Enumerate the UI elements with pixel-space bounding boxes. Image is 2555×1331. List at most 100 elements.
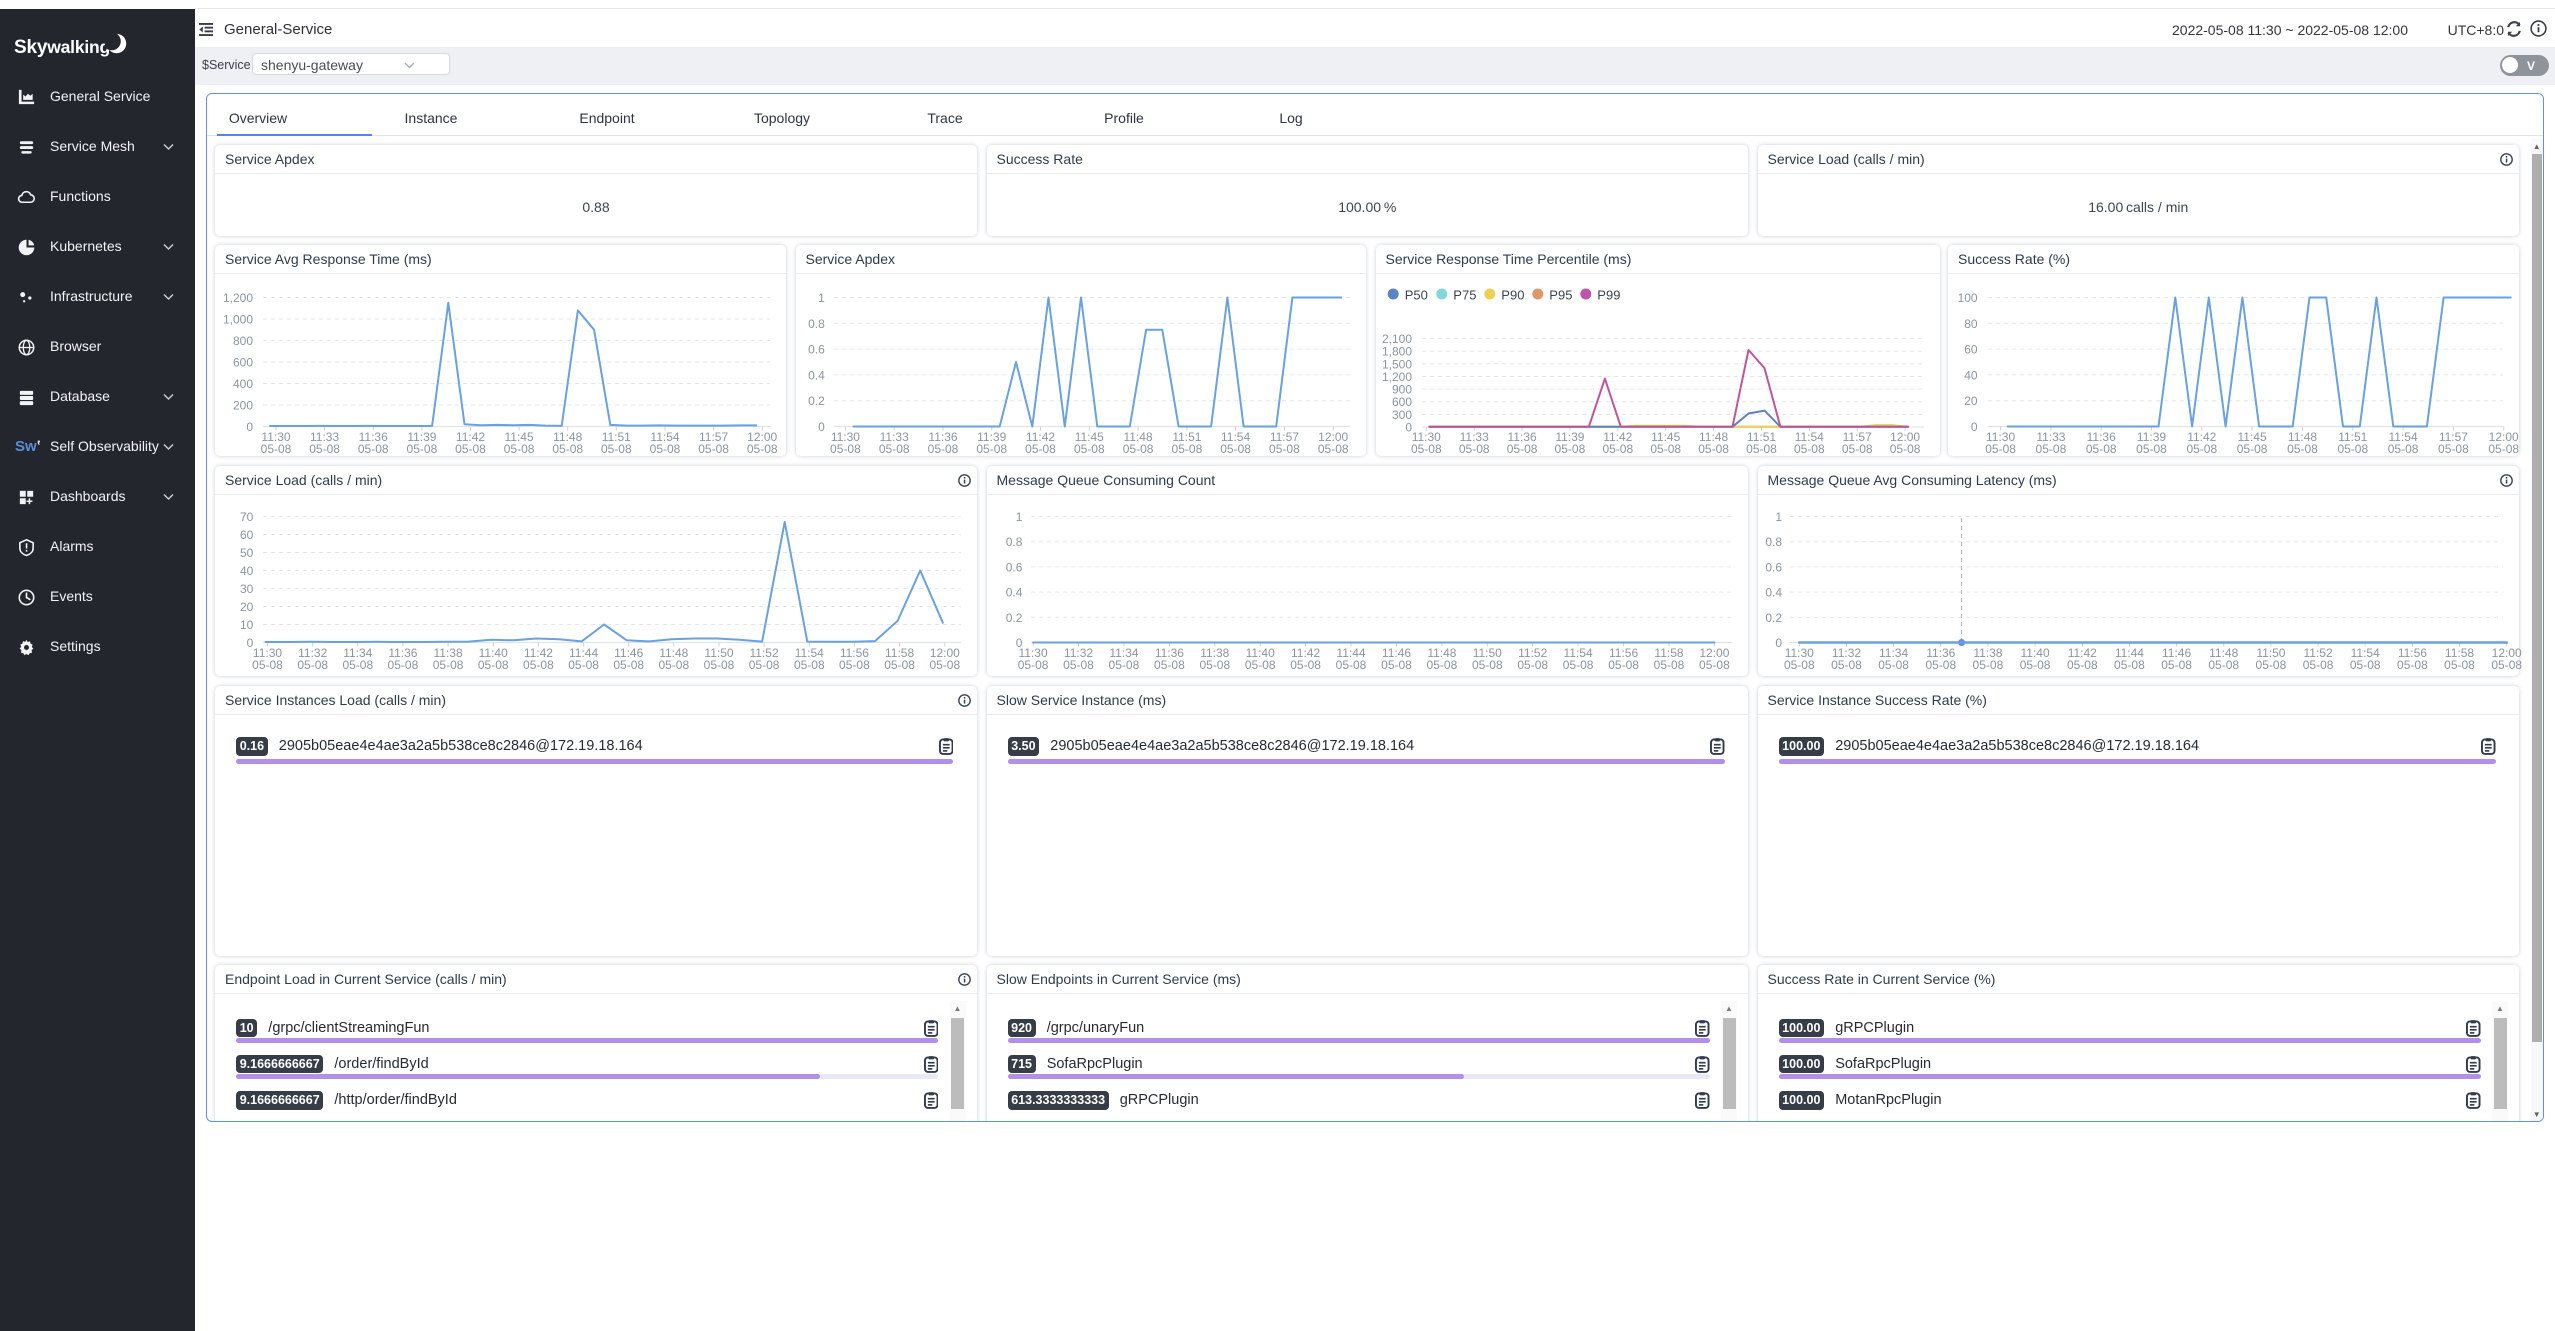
svg-text:80: 80 bbox=[1964, 317, 1978, 331]
svg-text:05-08: 05-08 bbox=[2337, 442, 2368, 455]
svg-text:05-08: 05-08 bbox=[568, 658, 599, 672]
svg-text:11:34: 11:34 bbox=[1109, 646, 1138, 660]
svg-text:12:00: 12:00 bbox=[2491, 646, 2521, 660]
svg-text:11:44: 11:44 bbox=[1336, 646, 1365, 660]
svg-text:05-08: 05-08 bbox=[1108, 658, 1139, 672]
svg-text:05-08: 05-08 bbox=[2388, 442, 2419, 455]
svg-text:1: 1 bbox=[818, 291, 825, 305]
svg-text:05-08: 05-08 bbox=[704, 658, 735, 672]
svg-text:11:54: 11:54 bbox=[650, 430, 679, 444]
svg-text:05-08: 05-08 bbox=[1381, 658, 1412, 672]
svg-text:05-08: 05-08 bbox=[2066, 658, 2097, 672]
svg-text:11:36: 11:36 bbox=[2087, 430, 2116, 444]
svg-text:11:42: 11:42 bbox=[2067, 646, 2096, 660]
svg-text:11:36: 11:36 bbox=[359, 430, 388, 444]
svg-text:05-08: 05-08 bbox=[1972, 658, 2003, 672]
svg-text:10: 10 bbox=[240, 618, 254, 632]
svg-text:12:00: 12:00 bbox=[1699, 646, 1729, 660]
svg-text:05-08: 05-08 bbox=[601, 442, 632, 455]
svg-text:11:48: 11:48 bbox=[1699, 430, 1728, 444]
svg-text:05-08: 05-08 bbox=[2208, 658, 2239, 672]
svg-text:0.6: 0.6 bbox=[1005, 560, 1022, 574]
svg-text:05-08: 05-08 bbox=[2255, 658, 2286, 672]
svg-text:11:36: 11:36 bbox=[928, 430, 957, 444]
svg-text:05-08: 05-08 bbox=[504, 442, 535, 455]
svg-text:05-08: 05-08 bbox=[1506, 442, 1537, 455]
svg-text:0.6: 0.6 bbox=[808, 343, 825, 357]
svg-text:70: 70 bbox=[240, 510, 254, 524]
svg-text:11:39: 11:39 bbox=[977, 430, 1006, 444]
svg-text:05-08: 05-08 bbox=[839, 658, 870, 672]
svg-text:11:54: 11:54 bbox=[795, 646, 824, 660]
svg-text:60: 60 bbox=[240, 528, 254, 542]
svg-text:05-08: 05-08 bbox=[1122, 442, 1153, 455]
svg-text:05-08: 05-08 bbox=[1426, 658, 1457, 672]
svg-text:11:50: 11:50 bbox=[704, 646, 733, 660]
svg-text:50: 50 bbox=[240, 546, 254, 560]
svg-text:0: 0 bbox=[247, 636, 254, 650]
svg-text:05-08: 05-08 bbox=[1831, 658, 1862, 672]
svg-text:05-08: 05-08 bbox=[2397, 658, 2428, 672]
svg-text:05-08: 05-08 bbox=[749, 658, 780, 672]
svg-text:05-08: 05-08 bbox=[1746, 442, 1777, 455]
svg-text:60: 60 bbox=[1964, 343, 1978, 357]
svg-text:05-08: 05-08 bbox=[2136, 442, 2167, 455]
svg-text:12:00: 12:00 bbox=[1318, 430, 1348, 444]
svg-text:0: 0 bbox=[1405, 421, 1412, 435]
svg-text:200: 200 bbox=[233, 399, 253, 413]
svg-text:1: 1 bbox=[1775, 510, 1782, 524]
svg-text:05-08: 05-08 bbox=[1554, 442, 1585, 455]
svg-text:11:42: 11:42 bbox=[456, 430, 485, 444]
svg-text:05-08: 05-08 bbox=[1317, 442, 1348, 455]
svg-text:05-08: 05-08 bbox=[1698, 442, 1729, 455]
svg-text:05-08: 05-08 bbox=[523, 658, 554, 672]
svg-text:11:34: 11:34 bbox=[343, 646, 372, 660]
svg-text:11:40: 11:40 bbox=[2020, 646, 2049, 660]
svg-text:800: 800 bbox=[233, 334, 253, 348]
svg-text:11:44: 11:44 bbox=[569, 646, 598, 660]
svg-text:100: 100 bbox=[1958, 291, 1978, 305]
svg-text:30: 30 bbox=[240, 582, 254, 596]
svg-text:11:38: 11:38 bbox=[1200, 646, 1229, 660]
svg-text:600: 600 bbox=[1391, 395, 1411, 409]
svg-text:11:48: 11:48 bbox=[1427, 646, 1456, 660]
svg-text:11:52: 11:52 bbox=[1518, 646, 1547, 660]
svg-text:05-08: 05-08 bbox=[1471, 658, 1502, 672]
svg-text:0.2: 0.2 bbox=[1765, 610, 1782, 624]
svg-text:300: 300 bbox=[1391, 408, 1411, 422]
svg-text:0.8: 0.8 bbox=[1005, 535, 1022, 549]
svg-text:05-08: 05-08 bbox=[884, 658, 915, 672]
svg-text:11:44: 11:44 bbox=[2114, 646, 2143, 660]
svg-text:11:36: 11:36 bbox=[1507, 430, 1536, 444]
svg-text:11:57: 11:57 bbox=[2439, 430, 2468, 444]
svg-text:11:58: 11:58 bbox=[2444, 646, 2473, 660]
svg-text:11:32: 11:32 bbox=[1063, 646, 1092, 660]
svg-text:11:32: 11:32 bbox=[298, 646, 327, 660]
svg-text:05-08: 05-08 bbox=[2186, 442, 2217, 455]
svg-text:05-08: 05-08 bbox=[747, 442, 778, 455]
svg-text:11:54: 11:54 bbox=[1221, 430, 1250, 444]
svg-text:0.2: 0.2 bbox=[1005, 610, 1022, 624]
svg-text:11:51: 11:51 bbox=[1172, 430, 1201, 444]
svg-text:11:30: 11:30 bbox=[1986, 430, 2015, 444]
svg-text:11:42: 11:42 bbox=[1291, 646, 1320, 660]
svg-text:11:38: 11:38 bbox=[434, 646, 463, 660]
svg-text:05-08: 05-08 bbox=[1650, 442, 1681, 455]
svg-text:05-08: 05-08 bbox=[2491, 658, 2522, 672]
svg-text:1,500: 1,500 bbox=[1381, 357, 1411, 371]
svg-text:05-08: 05-08 bbox=[1025, 442, 1056, 455]
svg-text:05-08: 05-08 bbox=[1335, 658, 1366, 672]
svg-text:11:39: 11:39 bbox=[1555, 430, 1584, 444]
svg-text:05-08: 05-08 bbox=[2036, 442, 2067, 455]
svg-text:05-08: 05-08 bbox=[1562, 658, 1593, 672]
svg-text:05-08: 05-08 bbox=[1699, 658, 1730, 672]
svg-text:11:39: 11:39 bbox=[407, 430, 436, 444]
svg-text:05-08: 05-08 bbox=[1889, 442, 1920, 455]
svg-text:05-08: 05-08 bbox=[658, 658, 689, 672]
svg-text:1: 1 bbox=[1015, 510, 1022, 524]
svg-text:11:36: 11:36 bbox=[388, 646, 417, 660]
svg-text:05-08: 05-08 bbox=[309, 442, 340, 455]
svg-text:40: 40 bbox=[1964, 368, 1978, 382]
svg-text:0.8: 0.8 bbox=[808, 317, 825, 331]
svg-text:40: 40 bbox=[240, 564, 254, 578]
